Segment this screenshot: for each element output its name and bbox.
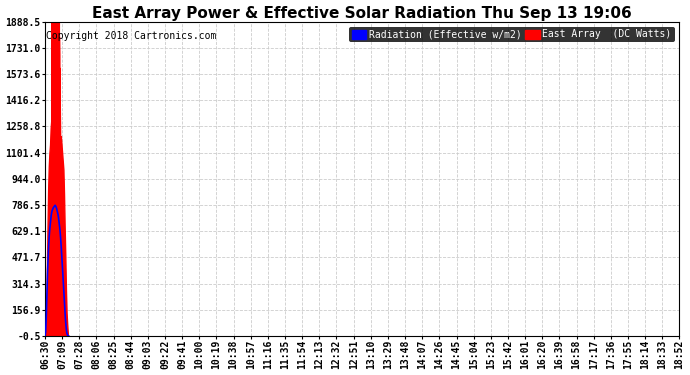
Legend: Radiation (Effective w/m2), East Array  (DC Watts): Radiation (Effective w/m2), East Array (… xyxy=(349,27,675,42)
Text: Copyright 2018 Cartronics.com: Copyright 2018 Cartronics.com xyxy=(46,31,216,41)
Title: East Array Power & Effective Solar Radiation Thu Sep 13 19:06: East Array Power & Effective Solar Radia… xyxy=(92,6,632,21)
